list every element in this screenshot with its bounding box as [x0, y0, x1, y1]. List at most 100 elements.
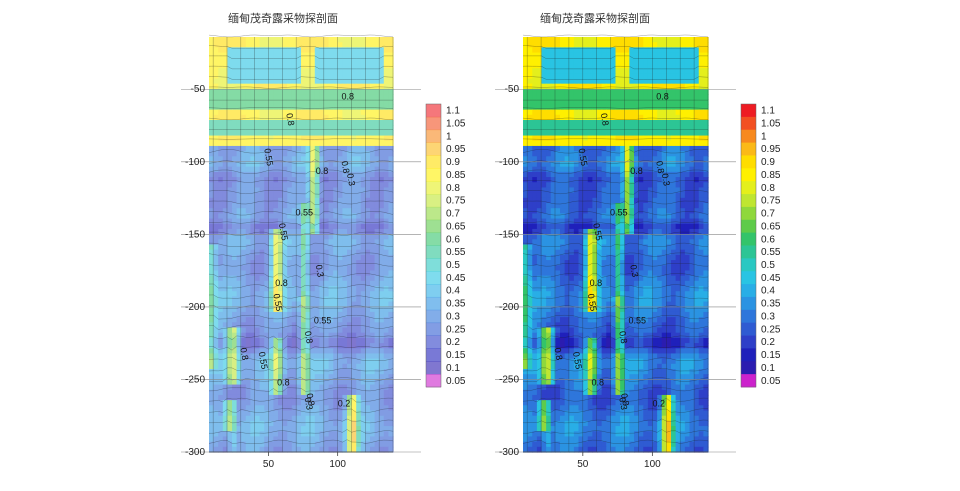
heat-cell: [601, 130, 607, 137]
heat-cell: [573, 68, 580, 74]
heat-cell: [527, 130, 533, 137]
heat-cell: [328, 337, 334, 344]
heat-cell: [264, 203, 270, 209]
heat-cell: [264, 177, 270, 183]
heat-cell: [601, 218, 607, 225]
heat-cell: [324, 197, 330, 204]
heat-cell: [245, 140, 251, 147]
heat-cell: [227, 208, 233, 214]
heat-cell: [227, 83, 233, 90]
heat-cell: [374, 62, 380, 69]
heat-cell: [314, 182, 320, 189]
heat-cell: [383, 223, 389, 230]
heat-cell: [305, 311, 311, 318]
heat-cell: [259, 244, 265, 251]
heat-cell: [347, 161, 353, 168]
heat-cell: [347, 37, 353, 43]
heat-cell: [268, 431, 274, 438]
heat-cell: [370, 156, 376, 163]
heat-cell: [227, 239, 233, 246]
heat-cell: [209, 203, 215, 209]
heat-cell: [374, 280, 380, 287]
heat-cell: [694, 197, 700, 204]
heat-cell: [360, 441, 366, 448]
heat-cell: [241, 109, 247, 116]
heat-cell: [370, 270, 376, 277]
heat-cell: [268, 213, 274, 220]
heat-cell: [615, 192, 621, 199]
heat-cell: [232, 151, 238, 157]
heat-cell: [310, 270, 316, 277]
heat-cell: [383, 42, 389, 48]
heat-cell: [218, 166, 224, 173]
heat-cell: [342, 192, 348, 199]
heat-cell: [703, 57, 709, 64]
heat-cell: [259, 218, 265, 225]
heat-cell: [310, 431, 316, 438]
heat-cell: [209, 52, 215, 59]
heat-cell: [689, 234, 695, 240]
heat-cell: [383, 291, 389, 297]
heat-cell: [370, 120, 376, 126]
heat-cell: [365, 68, 371, 74]
heat-cell: [255, 446, 261, 453]
heat-cell: [351, 400, 357, 406]
heat-cell: [319, 239, 325, 246]
heat-cell: [319, 306, 325, 313]
heat-cell: [328, 420, 334, 427]
heat-cell: [374, 47, 380, 54]
heat-cell: [523, 73, 529, 80]
heat-cell: [222, 322, 228, 329]
heat-cell: [606, 94, 612, 100]
heat-cell: [606, 182, 612, 189]
heat-cell: [555, 109, 561, 116]
heat-cell: [328, 358, 334, 365]
heat-cell: [227, 161, 233, 168]
heat-cell: [383, 306, 389, 313]
heat-cell: [634, 249, 640, 256]
heat-cell: [370, 208, 376, 214]
heat-cell: [541, 83, 547, 90]
heat-cell: [236, 135, 242, 142]
heat-cell: [671, 68, 677, 74]
heat-cell: [578, 109, 584, 116]
heat-cell: [273, 239, 279, 246]
heat-cell: [227, 431, 233, 438]
heat-cell: [264, 62, 270, 69]
heat-cell: [647, 234, 654, 240]
heat-cell: [241, 301, 247, 308]
heat-cell: [356, 280, 362, 287]
heat-cell: [337, 171, 343, 178]
heat-cell: [560, 57, 566, 64]
heat-cell: [652, 145, 658, 152]
heat-cell: [360, 47, 366, 54]
heat-cell: [689, 208, 695, 214]
heat-cell: [601, 78, 607, 85]
heat-cell: [647, 182, 654, 189]
heat-cell: [379, 177, 385, 183]
heat-cell: [383, 203, 389, 209]
heat-cell: [259, 306, 265, 313]
heat-cell: [629, 145, 635, 152]
heat-cell: [560, 99, 566, 106]
heat-cell: [541, 182, 547, 189]
heat-cell: [351, 156, 357, 163]
heat-cell: [232, 68, 238, 74]
heat-cell: [287, 317, 293, 323]
heat-cell: [578, 223, 584, 230]
heat-cell: [319, 369, 325, 375]
heat-cell: [606, 203, 612, 209]
heat-cell: [638, 145, 644, 152]
heat-cell: [241, 244, 247, 251]
heat-cell: [291, 120, 297, 126]
heat-cell: [546, 145, 552, 152]
heat-cell: [661, 171, 667, 178]
heat-cell: [259, 78, 265, 85]
heat-cell: [657, 140, 663, 147]
heat-cell: [319, 270, 325, 277]
heat-cell: [250, 203, 256, 209]
heat-cell: [209, 332, 215, 339]
heat-cell: [241, 78, 247, 85]
heat-cell: [388, 379, 394, 386]
heat-cell: [356, 337, 362, 344]
